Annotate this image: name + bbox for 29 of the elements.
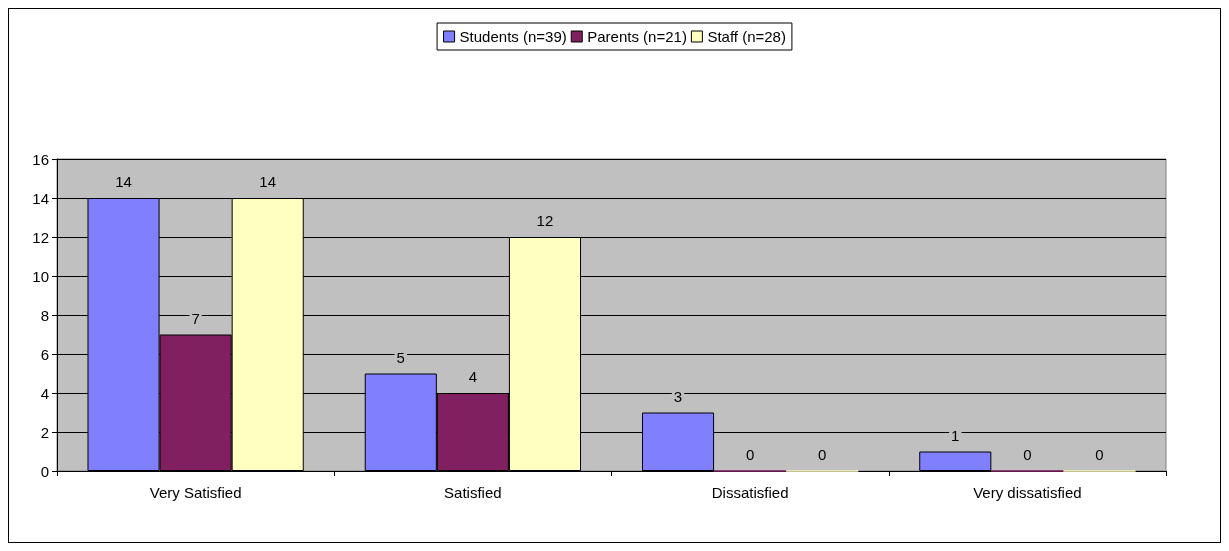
y-tick-label: 0 [40, 462, 49, 480]
y-tick-label: 4 [40, 384, 49, 402]
data-label: 0 [745, 445, 755, 463]
x-tick-label: Very Satisfied [149, 484, 242, 501]
y-tick-label: 16 [32, 150, 49, 168]
data-label: 3 [673, 387, 683, 405]
y-tick-label: 14 [32, 189, 49, 207]
data-label: 0 [1095, 445, 1104, 463]
y-tick-label: 2 [40, 423, 49, 441]
data-label: 14 [259, 173, 277, 190]
data-label: 14 [115, 173, 132, 190]
x-tick-label: Very dissatisfied [973, 484, 1082, 501]
data-label: 1 [951, 426, 960, 444]
y-tick-label: 10 [32, 267, 49, 285]
y-tick-label: 6 [40, 345, 49, 363]
x-tick-label: Satisfied [444, 484, 502, 501]
data-label: 0 [1023, 445, 1032, 463]
legend-label: Parents (n=21) [587, 28, 687, 45]
data-label: 4 [468, 368, 478, 385]
data-label: 12 [536, 212, 554, 229]
legend-label: Staff (n=28) [707, 28, 786, 45]
y-tick-label: 12 [32, 228, 49, 246]
legend-label: Students (n=39) [459, 28, 567, 45]
data-label: 5 [396, 348, 405, 366]
data-label: 7 [191, 309, 200, 327]
x-tick-label: Dissatisfied [711, 484, 789, 501]
bar [919, 451, 992, 471]
data-label: 0 [818, 445, 827, 463]
y-tick-label: 8 [40, 306, 49, 324]
